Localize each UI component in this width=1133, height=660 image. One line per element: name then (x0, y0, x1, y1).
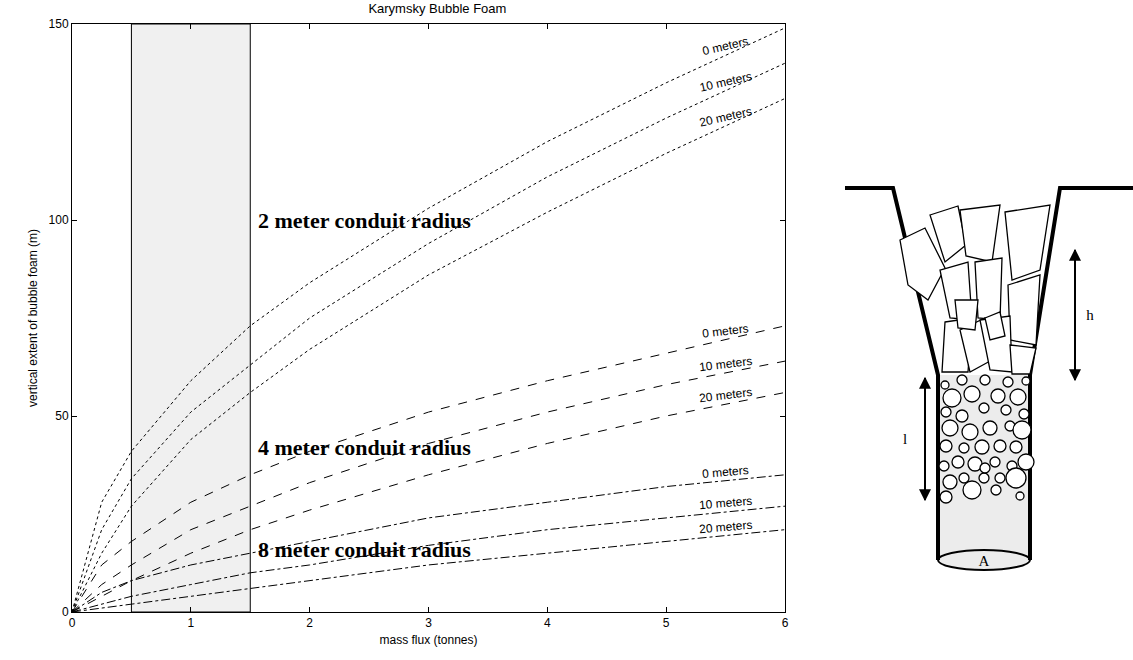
svg-text:10 meters: 10 meters (698, 69, 753, 95)
svg-text:A: A (979, 553, 990, 569)
svg-text:10 meters: 10 meters (698, 494, 752, 513)
svg-text:10 meters: 10 meters (698, 354, 753, 374)
svg-text:0: 0 (69, 616, 76, 630)
svg-text:150: 150 (49, 17, 69, 31)
svg-text:6: 6 (782, 616, 789, 630)
svg-text:2 meter conduit radius: 2 meter conduit radius (258, 208, 471, 233)
svg-text:0 meters: 0 meters (702, 463, 750, 481)
svg-text:l: l (903, 431, 907, 447)
svg-text:3: 3 (425, 616, 432, 630)
svg-text:0: 0 (62, 605, 69, 619)
svg-text:5: 5 (663, 616, 670, 630)
svg-text:50: 50 (55, 409, 69, 423)
svg-text:0 meters: 0 meters (701, 34, 750, 58)
svg-text:4: 4 (544, 616, 551, 630)
svg-text:Karymsky Bubble Foam: Karymsky Bubble Foam (368, 1, 506, 16)
svg-text:1: 1 (187, 616, 194, 630)
svg-text:2: 2 (306, 616, 313, 630)
svg-text:8 meter conduit radius: 8 meter conduit radius (258, 537, 471, 562)
svg-text:4 meter conduit radius: 4 meter conduit radius (258, 435, 471, 460)
svg-text:vertical extent of bubble foam: vertical extent of bubble foam (m) (26, 229, 40, 407)
svg-text:100: 100 (49, 213, 69, 227)
svg-text:20 meters: 20 meters (698, 385, 753, 405)
svg-text:20 meters: 20 meters (699, 518, 753, 537)
svg-text:0 meters: 0 meters (701, 321, 749, 341)
svg-text:mass flux (tonnes): mass flux (tonnes) (379, 633, 477, 647)
svg-text:20 meters: 20 meters (698, 104, 753, 130)
svg-text:h: h (1086, 307, 1094, 323)
